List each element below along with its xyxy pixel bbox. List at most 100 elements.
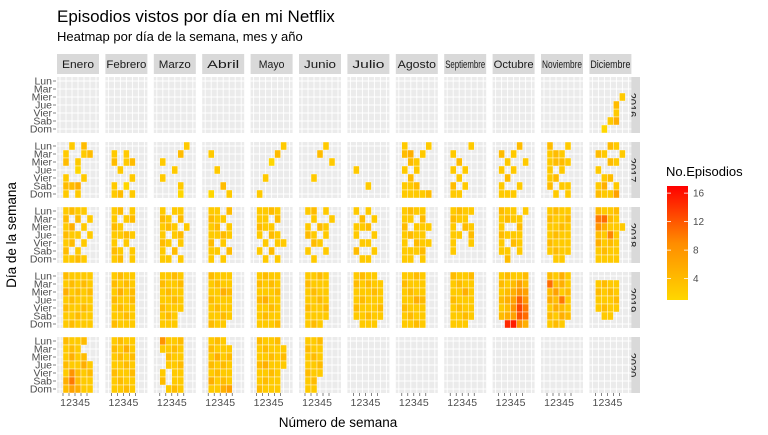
heatmap-cell — [129, 344, 136, 354]
heatmap-cell — [322, 206, 330, 216]
heatmap-cell — [86, 214, 94, 224]
heatmap-cell — [564, 189, 572, 199]
heatmap-cell — [207, 311, 215, 321]
heatmap-cell — [62, 189, 70, 199]
heatmap-cell — [613, 206, 620, 216]
heatmap-cell — [613, 287, 620, 297]
heatmap-cell — [171, 368, 179, 378]
heatmap-cell — [274, 319, 281, 329]
heatmap-cell — [117, 311, 124, 321]
heatmap-cell — [401, 181, 408, 191]
heatmap-cell — [516, 246, 523, 256]
heatmap-cell — [117, 295, 124, 305]
heatmap-cell — [304, 311, 312, 321]
heatmap-cell — [595, 303, 602, 313]
heatmap-cell — [316, 352, 324, 362]
heatmap-cell — [225, 368, 233, 378]
heatmap-cell — [86, 287, 94, 297]
weekday-tick-label: Lun — [34, 141, 52, 153]
heatmap-cell — [450, 189, 457, 199]
heatmap-cell — [371, 311, 378, 321]
heatmap-cell — [129, 206, 136, 216]
heatmap-cell — [607, 230, 614, 240]
month-strip — [57, 54, 99, 74]
heatmap-cell — [365, 206, 372, 216]
week-tick-label: 2 — [550, 397, 556, 409]
heatmap-cell — [171, 271, 179, 281]
weekday-tick-label: Mier — [32, 352, 53, 364]
heatmap-cell — [256, 336, 263, 346]
heatmap-cell — [450, 319, 457, 329]
heatmap-cell — [456, 303, 463, 313]
heatmap-cell — [213, 279, 221, 289]
heatmap-cell — [117, 352, 124, 362]
heatmap-cell — [225, 384, 233, 394]
heatmap-cell — [558, 206, 566, 216]
heatmap-cell — [274, 238, 281, 248]
heatmap-cell — [280, 141, 287, 151]
heatmap-cell — [613, 246, 620, 256]
heatmap-cell — [450, 287, 457, 297]
heatmap-cell — [74, 279, 82, 289]
heatmap-cell — [516, 141, 523, 151]
heatmap-cell — [546, 222, 554, 232]
heatmap-cell — [159, 287, 167, 297]
heatmap-cell — [601, 311, 608, 321]
heatmap-cell — [268, 222, 275, 232]
week-tick-label: 2 — [114, 397, 120, 409]
heatmap-cell — [111, 352, 118, 362]
heatmap-cell — [129, 157, 136, 167]
heatmap-cell — [262, 173, 269, 183]
heatmap-cell — [510, 189, 517, 199]
heatmap-cell — [68, 319, 76, 329]
heatmap-cell — [268, 295, 275, 305]
heatmap-cell — [129, 246, 136, 256]
heatmap-cell — [516, 222, 523, 232]
heatmap-cell — [74, 311, 82, 321]
heatmap-cell — [564, 238, 572, 248]
heatmap-cell — [123, 360, 130, 370]
heatmap-cell — [552, 303, 560, 313]
heatmap-cell — [510, 319, 517, 329]
heatmap-cell — [165, 222, 173, 232]
heatmap-cell — [268, 360, 275, 370]
heatmap-cell — [68, 336, 76, 346]
weekday-tick-label: Jue — [35, 165, 52, 177]
heatmap-cell — [68, 279, 76, 289]
heatmap-cell — [401, 149, 408, 159]
heatmap-cell — [74, 368, 82, 378]
heatmap-cell — [601, 181, 608, 191]
heatmap-cell — [171, 222, 179, 232]
heatmap-cell — [62, 254, 70, 264]
heatmap-cell — [256, 222, 263, 232]
heatmap-cell — [207, 344, 215, 354]
heatmap-cell — [558, 254, 566, 264]
heatmap-cell — [510, 165, 517, 175]
heatmap-cell — [262, 206, 269, 216]
heatmap-cell — [225, 271, 233, 281]
heatmap-cell — [310, 319, 318, 329]
heatmap-cell — [74, 376, 82, 386]
heatmap-cell — [280, 352, 287, 362]
heatmap-cell — [274, 230, 281, 240]
heatmap-cell — [207, 230, 215, 240]
heatmap-cell — [413, 271, 420, 281]
heatmap-cell — [62, 336, 70, 346]
heatmap-cell — [365, 279, 372, 289]
heatmap-cell — [262, 214, 269, 224]
heatmap-cell — [111, 279, 118, 289]
weekday-tick-label: Sab — [33, 116, 52, 128]
heatmap-cell — [74, 287, 82, 297]
heatmap-cell — [516, 238, 523, 248]
heatmap-cell — [117, 344, 124, 354]
week-tick-label: 4 — [126, 397, 132, 409]
heatmap-cell — [123, 230, 130, 240]
heatmap-cell — [510, 303, 517, 313]
heatmap-cell — [213, 271, 221, 281]
week-tick-label: 4 — [175, 397, 181, 409]
heatmap-cell — [613, 157, 620, 167]
heatmap-cell — [601, 254, 608, 264]
heatmap-cell — [601, 124, 608, 134]
heatmap-cell — [117, 279, 124, 289]
heatmap-cell — [450, 206, 457, 216]
